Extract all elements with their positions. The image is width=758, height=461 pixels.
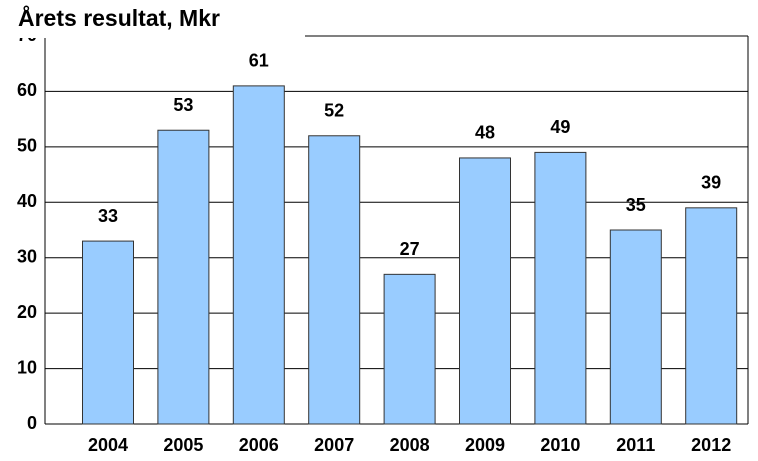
bar [82, 240, 134, 425]
data-label: 52 [324, 101, 344, 121]
x-tick-label: 2009 [465, 435, 505, 455]
bar [157, 129, 210, 425]
chart-title: Årets resultat, Mkr [18, 4, 220, 31]
x-tick-label: 2005 [163, 435, 203, 455]
bar [609, 229, 662, 425]
bar [534, 151, 587, 425]
data-label: 39 [701, 173, 721, 193]
bar [459, 157, 511, 425]
y-tick-label: 20 [17, 302, 37, 322]
data-label: 48 [475, 123, 495, 143]
x-tick-label: 2006 [239, 435, 279, 455]
x-tick-label: 2010 [540, 435, 580, 455]
data-label: 49 [550, 117, 570, 137]
data-label: 35 [626, 195, 646, 215]
y-tick-label: 60 [17, 80, 37, 100]
bar [685, 207, 738, 425]
data-label: 33 [98, 206, 118, 226]
x-tick-label: 2004 [88, 435, 128, 455]
x-tick-label: 2012 [691, 435, 731, 455]
y-tick-label: 0 [27, 413, 37, 433]
data-label: 53 [173, 95, 193, 115]
x-tick-label: 2007 [314, 435, 354, 455]
bar [232, 85, 285, 425]
y-tick-label: 10 [17, 357, 37, 377]
y-tick-label: 30 [17, 246, 37, 266]
bar [383, 273, 436, 425]
title-background [0, 0, 305, 38]
y-tick-label: 50 [17, 136, 37, 156]
data-label: 27 [400, 239, 420, 259]
data-label: 61 [249, 51, 269, 71]
bar [308, 135, 361, 425]
x-tick-label: 2011 [616, 435, 655, 455]
y-tick-label: 40 [17, 191, 37, 211]
x-tick-label: 2008 [390, 435, 430, 455]
